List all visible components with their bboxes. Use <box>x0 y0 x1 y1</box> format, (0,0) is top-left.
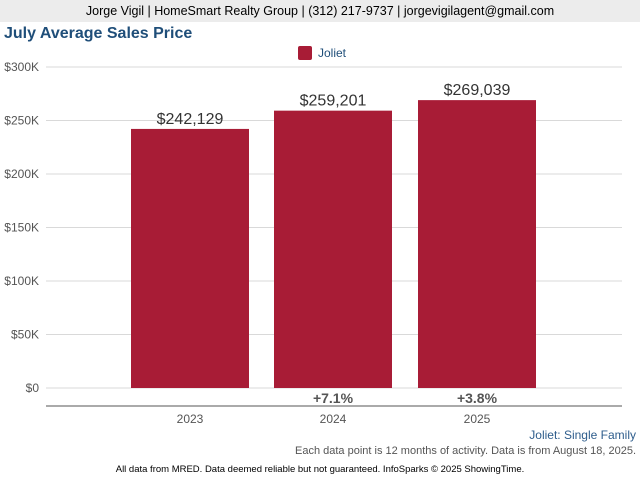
change-label: +7.1% <box>313 390 354 406</box>
bar <box>274 110 392 388</box>
legend[interactable]: Joliet <box>298 46 346 60</box>
y-tick-label: $100K <box>4 274 39 288</box>
x-tick-label: 2024 <box>320 412 347 426</box>
chart-title: July Average Sales Price <box>4 25 193 42</box>
y-tick-label: $50K <box>11 328 39 342</box>
bar <box>131 128 249 388</box>
y-tick-label: $150K <box>4 221 39 235</box>
legend-label: Joliet <box>318 46 347 60</box>
change-label: +3.8% <box>457 390 498 406</box>
data-note: Each data point is 12 months of activity… <box>295 445 636 457</box>
bar-value-label: $242,129 <box>157 111 224 128</box>
bar <box>418 100 536 389</box>
chart-subtitle: Joliet: Single Family <box>529 428 636 442</box>
y-tick-label: $0 <box>26 381 40 395</box>
y-tick-label: $200K <box>4 167 39 181</box>
disclaimer: All data from MRED. Data deemed reliable… <box>115 464 525 475</box>
agent-contact-bar: Jorge Vigil | HomeSmart Realty Group | (… <box>0 0 640 22</box>
bar-value-label: $259,201 <box>300 93 367 110</box>
x-tick-label: 2025 <box>464 412 491 426</box>
y-tick-label: $250K <box>4 114 39 128</box>
x-tick-label: 2023 <box>177 412 204 426</box>
y-tick-label: $300K <box>4 60 39 74</box>
legend-swatch <box>298 46 312 60</box>
bar-value-label: $269,039 <box>444 82 511 99</box>
